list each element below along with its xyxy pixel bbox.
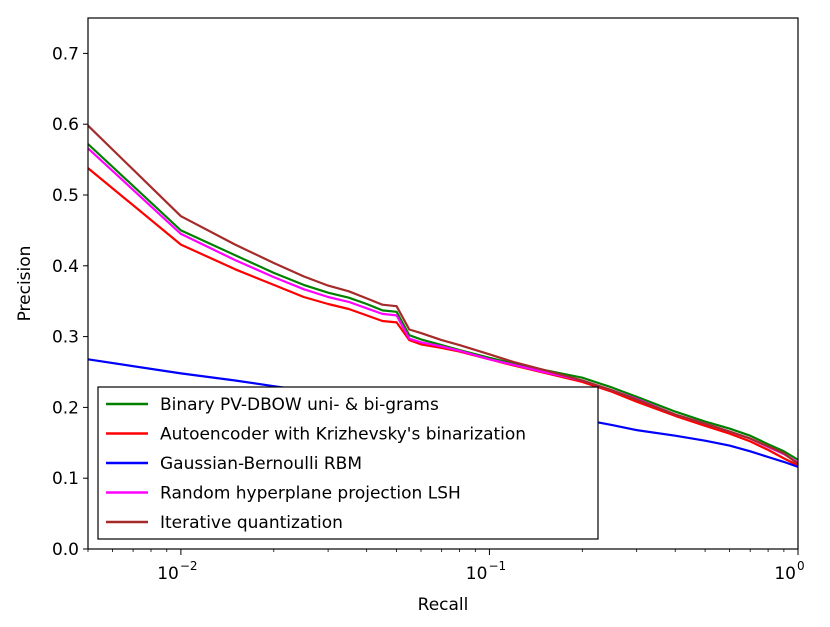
y-tick-label: 0.7 — [52, 44, 79, 64]
y-tick-label: 0.5 — [52, 186, 79, 206]
x-tick-exponent: −2 — [180, 559, 198, 573]
y-tick-label: 0.2 — [52, 398, 79, 418]
legend-label-2: Gaussian-Bernoulli RBM — [160, 454, 362, 474]
x-tick-label: 10 — [466, 564, 488, 584]
y-tick-label: 0.1 — [52, 469, 79, 489]
x-tick-exponent: 0 — [797, 559, 805, 573]
legend-box — [97, 386, 599, 540]
y-tick-label: 0.6 — [52, 115, 79, 135]
y-tick-label: 0.0 — [52, 540, 79, 560]
x-tick-label: 10 — [157, 564, 179, 584]
x-axis-title: Recall — [418, 595, 469, 615]
y-tick-label: 0.3 — [52, 328, 79, 348]
legend: Binary PV-DBOW uni- & bi-grams Autoencode… — [97, 386, 599, 540]
x-axis-ticks: 10 −2 10 −1 10 0 — [87, 549, 805, 584]
y-axis-ticks: 0.0 0.1 0.2 0.3 0.4 0.5 0.6 0.7 — [52, 44, 88, 560]
x-tick-label: 10 — [774, 564, 796, 584]
legend-label-4: Iterative quantization — [160, 513, 343, 533]
legend-label-0: Binary PV-DBOW uni- & bi-grams — [160, 395, 439, 415]
y-tick-label: 0.4 — [52, 257, 79, 277]
series-line-4 — [87, 124, 799, 465]
plot-frame — [87, 17, 799, 550]
legend-label-1: Autoencoder with Krizhevsky's binarizati… — [160, 425, 526, 445]
x-tick-exponent: −1 — [488, 559, 506, 573]
legend-label-3: Random hyperplane projection LSH — [160, 484, 461, 504]
y-axis-title: Precision — [15, 246, 35, 322]
